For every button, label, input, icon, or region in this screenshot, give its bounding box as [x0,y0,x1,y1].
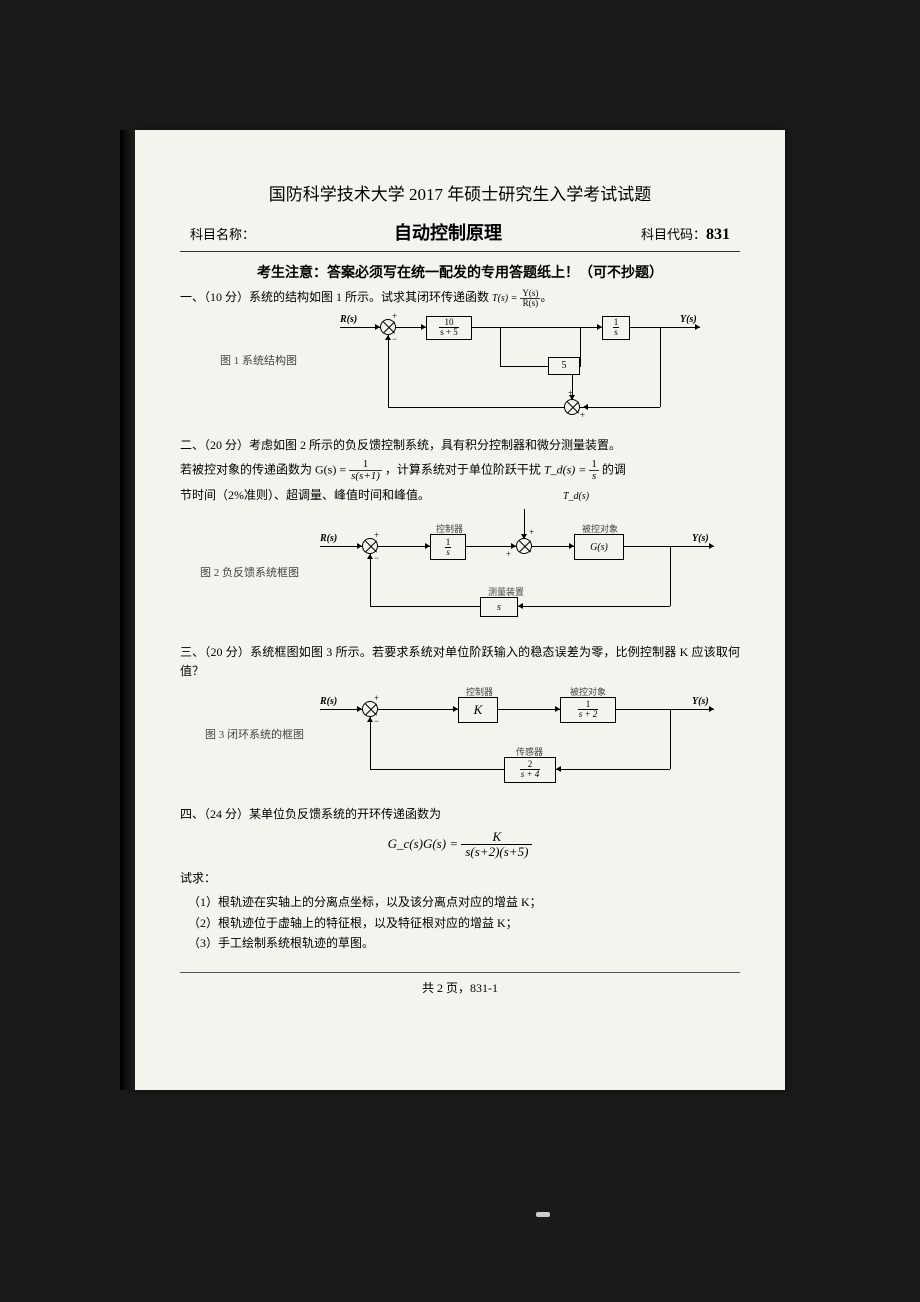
question-3: 三、（20 分）系统框图如图 3 所示。若要求系统对单位阶跃输入的稳态误差为零，… [180,643,740,681]
arrow [367,717,373,722]
q2-td-frac: 1 s [589,459,599,482]
q4-subitems: （1）根轨迹在实轴上的分离点坐标，以及该分离点对应的增益 K； （2）根轨迹位于… [180,892,740,953]
question-2b: 若被控对象的传递函数为 G(s) = 1 s(s+1) ，计算系统对于单位阶跃干… [180,459,740,482]
wire [388,335,389,407]
header-title: 国防科学技术大学 2017 年硕士研究生入学考试试题 [180,180,740,205]
wire [388,407,564,408]
y-label: Y(s) [680,314,697,325]
arrow [569,395,575,400]
block-plant: G(s) [574,534,624,560]
block-plant: 1s + 2 [560,697,616,723]
arrow [367,554,373,559]
q1-text: 一、（10 分）系统的结构如图 1 所示。试求其闭环传递函数 [180,290,492,304]
y-label: Y(s) [692,696,709,707]
summing-junction-2 [516,538,532,554]
wire [378,709,458,710]
wire [320,546,362,547]
summing-junction-2 [564,399,580,415]
r-label: R(s) [320,696,337,707]
diagram-3: 图 3 闭环系统的框图 R(s) + − 控制器 K 被控对象 1s + 2 Y… [320,686,740,791]
arrow [556,766,561,772]
code-value: 831 [706,226,730,243]
wire [370,769,504,770]
block-sensor: 2s + 4 [504,757,556,783]
diagram-2: 图 2 负反馈系统框图 R(s) + − 控制器 1s + + 被控对象 G(s… [320,509,740,629]
notice: 考生注意：答案必须写在统一配发的专用答题纸上！（可不抄题） [180,262,740,282]
diagram-1: 图 1 系统结构图 R(s) + − 10s + 5 1s Y(s) 5 [340,312,720,422]
arrow [709,706,714,712]
question-2a: 二、（20 分）考虑如图 2 所示的负反馈控制系统，具有积分控制器和微分测量装置… [180,436,740,455]
scan-smudge [100,300,114,310]
wire [670,546,671,606]
wire [630,327,700,328]
wire [532,546,574,547]
wire [370,554,371,606]
wire [466,546,516,547]
scan-artifact [536,1212,550,1217]
wire [370,606,480,607]
wire [580,407,660,408]
arrow [518,603,523,609]
wire [498,709,560,710]
block-controller: 1s [430,534,466,560]
wire [616,709,714,710]
fig2-caption: 图 2 负反馈系统框图 [200,564,299,580]
wire [518,606,670,607]
wire [340,327,380,328]
wire [556,769,670,770]
question-4: 四、（24 分）某单位负反馈系统的开环传递函数为 [180,805,740,824]
arrow [709,543,714,549]
summing-junction-1 [362,538,378,554]
wire [670,709,671,769]
block-sensor: s [480,597,518,617]
summing-junction-1 [380,319,396,335]
q1-tf-sym: T(s) = [492,293,517,304]
arrow [521,534,527,539]
page-shadow [120,130,135,1090]
subject-row: 科目名称： 自动控制原理 科目代码：831 [180,219,740,245]
r-label: R(s) [340,314,357,325]
q4-equation: G_c(s)G(s) = K s(s+2)(s+5) [180,830,740,860]
wire [320,709,362,710]
fig1-caption: 图 1 系统结构图 [220,352,297,368]
code-group: 科目代码：831 [641,224,730,244]
page-footer: 共 2 页，831-1 [180,972,740,996]
divider [180,251,740,252]
fig3-caption: 图 3 闭环系统的框图 [205,726,304,742]
r-label: R(s) [320,533,337,544]
wire [500,327,501,367]
subject-label: 科目名称： [190,224,255,243]
question-2c: 节时间（2%准则）、超调量、峰值时间和峰值。 T_d(s) [180,486,740,505]
wire [472,327,602,328]
block-k: K [458,697,498,723]
q2-g-frac: 1 s(s+1) [349,459,382,482]
q4-item-3: （3）手工绘制系统根轨迹的草图。 [188,933,740,953]
exam-page: 国防科学技术大学 2017 年硕士研究生入学考试试题 科目名称： 自动控制原理 … [135,130,785,1090]
q4-item-2: （2）根轨迹位于虚轴上的特征根，以及特征根对应的增益 K； [188,913,740,933]
code-label: 科目代码： [641,227,706,242]
arrow [385,335,391,340]
wire [378,546,430,547]
wire [370,717,371,769]
block-g2: 1s [602,316,630,340]
subject-name: 自动控制原理 [255,219,641,245]
td-label: T_d(s) [563,491,589,502]
wire [660,327,661,407]
summing-junction [362,701,378,717]
q4-ask: 试求： [180,869,740,888]
block-fb-inner: 5 [548,357,580,375]
y-label: Y(s) [692,533,709,544]
wire [624,546,714,547]
wire [500,366,548,367]
block-g1: 10s + 5 [426,316,472,340]
q4-item-1: （1）根轨迹在实轴上的分离点坐标，以及该分离点对应的增益 K； [188,892,740,912]
wire [580,327,581,367]
q1-tf-frac: Y(s) R(s) [520,289,540,308]
question-1: 一、（10 分）系统的结构如图 1 所示。试求其闭环传递函数 T(s) = Y(… [180,288,740,308]
